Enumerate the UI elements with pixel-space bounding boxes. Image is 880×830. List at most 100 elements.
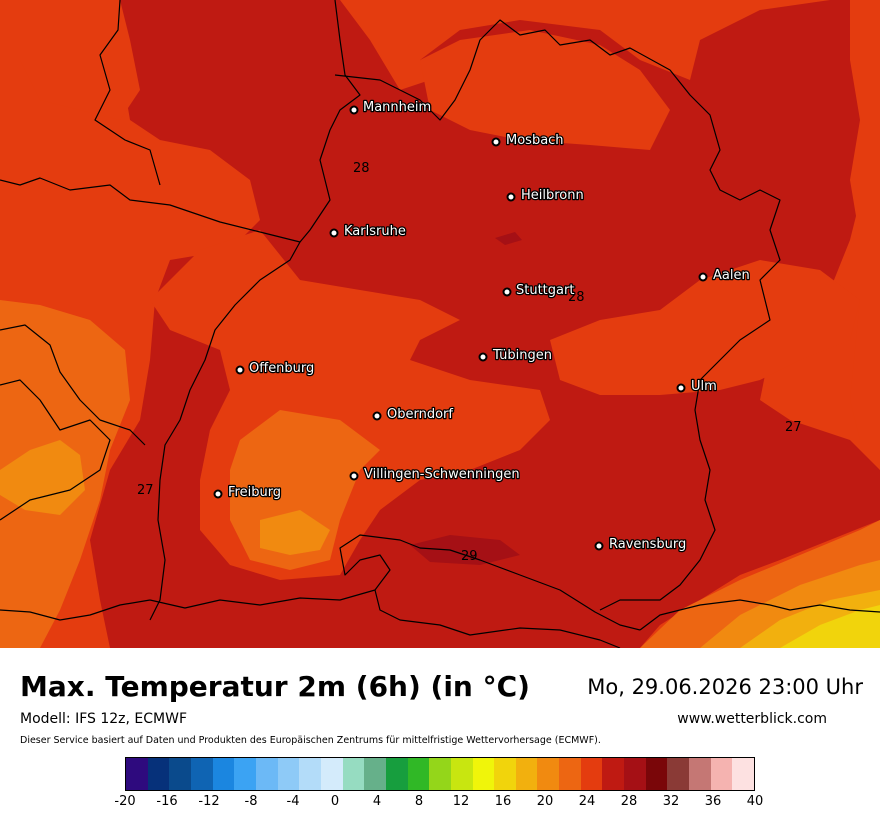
state-border-ne (334, 19, 781, 611)
color-scale-segment (147, 758, 170, 790)
city-label: Mannheim (363, 100, 431, 115)
city-marker (506, 192, 516, 202)
temp-zone-27-east (550, 260, 860, 395)
city-villingen-schwenningen: Villingen-Schwenningen (349, 466, 521, 483)
map-title: Max. Temperatur 2m (6h) (in °C) (20, 670, 530, 703)
isoline-label-27: 27 (137, 483, 154, 498)
city-label: Karlsruhe (344, 224, 406, 239)
city-stuttgart: Stuttgart (502, 282, 576, 299)
state-border-north (94, 0, 161, 186)
state-border-rhein (299, 0, 361, 243)
city-label: Freiburg (228, 485, 281, 500)
color-scale-bar (125, 757, 755, 791)
city-marker (372, 411, 382, 421)
color-scale-segment (212, 758, 235, 790)
color-scale-segment (450, 758, 473, 790)
city-label: Heilbronn (521, 188, 584, 203)
color-scale-segment (494, 758, 516, 790)
temp-zone-29-south (410, 535, 520, 565)
color-scale-tick-label: 0 (330, 794, 340, 809)
city-heilbronn: Heilbronn (506, 187, 585, 204)
color-scale-segment (429, 758, 451, 790)
city-marker (478, 352, 488, 362)
city-marker (676, 383, 686, 393)
city-marker (594, 541, 604, 551)
city-label: Tübingen (492, 348, 552, 363)
color-scale-tick-label: 36 (704, 794, 722, 809)
city-oberndorf: Oberndorf (372, 406, 455, 423)
temp-zone-27-east-edge (850, 0, 880, 470)
temperature-map: 28 28 27 27 29 Mannheim Mosbach Heilbron… (0, 0, 880, 648)
temp-zone-27-north (420, 30, 670, 150)
city-marker (502, 287, 512, 297)
color-scale-segment (602, 758, 625, 790)
city-aalen: Aalen (698, 267, 751, 284)
color-scale-segment (190, 758, 213, 790)
color-scale-segment (559, 758, 581, 790)
color-scale-tick-label: -16 (156, 794, 178, 809)
forecast-datetime: Mo, 29.06.2026 23:00 Uhr (587, 675, 863, 699)
color-scale-segment (732, 758, 755, 790)
city-label: Stuttgart (516, 283, 574, 298)
color-scale-segment (255, 758, 278, 790)
city-label: Villingen-Schwenningen (364, 467, 520, 482)
city-label: Ulm (691, 379, 717, 394)
legend-footer: Max. Temperatur 2m (6h) (in °C) Mo, 29.0… (0, 648, 880, 830)
color-scale-segment (710, 758, 733, 790)
state-border-west (0, 177, 301, 621)
color-scale-segment (472, 758, 495, 790)
color-scale-tick-label: -4 (286, 794, 300, 809)
city-freiburg: Freiburg (213, 484, 282, 501)
temp-zone-29-mid (495, 232, 522, 245)
color-scale-tick-label: 24 (578, 794, 596, 809)
color-scale-segment (667, 758, 690, 790)
color-scale-segment (234, 758, 256, 790)
color-scale-tick-label: 4 (372, 794, 382, 809)
color-scale-segment (299, 758, 321, 790)
border-swiss (0, 324, 146, 446)
color-scale-tick-label: 16 (494, 794, 512, 809)
city-tuebingen: Tübingen (478, 347, 553, 364)
temp-zone-25-west (0, 440, 85, 515)
color-scale-ticks: -20 -16 -12 -8 -4 0 4 8 12 16 20 24 28 32 36 40 (114, 794, 763, 814)
city-offenburg: Offenburg (235, 360, 316, 377)
border-alps (0, 379, 111, 521)
city-marker (491, 137, 501, 147)
color-scale-segment (169, 758, 191, 790)
color-scale-tick-label: 8 (414, 794, 424, 809)
city-label: Offenburg (249, 361, 314, 376)
city-marker (235, 365, 245, 375)
model-label: Modell: IFS 12z, ECMWF (20, 711, 188, 727)
city-marker (349, 105, 359, 115)
color-scale-segment (364, 758, 386, 790)
temp-zone-25-center (260, 510, 330, 555)
temp-zone-22-se (780, 605, 880, 648)
city-karlsruhe: Karlsruhe (329, 223, 407, 240)
color-scale-segment (277, 758, 300, 790)
color-scale-segment (320, 758, 343, 790)
border-south (149, 534, 641, 631)
isoline-label-29: 29 (461, 549, 478, 564)
city-mannheim: Mannheim (349, 99, 432, 116)
website-link[interactable]: www.wetterblick.com (677, 711, 827, 727)
border-austria (639, 599, 880, 631)
color-scale-tick-label: -12 (198, 794, 220, 809)
color-scale-segment (407, 758, 430, 790)
border-bodensee (374, 589, 621, 648)
color-scale-tick-label: -8 (244, 794, 258, 809)
color-scale-segment (580, 758, 603, 790)
color-scale-segment (342, 758, 365, 790)
color-scale-segment (645, 758, 668, 790)
color-scale-segment (126, 758, 148, 790)
city-label: Mosbach (506, 133, 564, 148)
color-scale-segment (689, 758, 711, 790)
city-marker (213, 489, 223, 499)
isoline-label-28: 28 (568, 290, 585, 305)
color-scale-tick-label: -20 (114, 794, 136, 809)
city-marker (329, 228, 339, 238)
city-mosbach: Mosbach (491, 132, 565, 149)
color-scale-tick-label: 40 (746, 794, 764, 809)
color-scale-segment (385, 758, 408, 790)
isoline-label-27: 27 (785, 420, 802, 435)
color-scale-tick-label: 12 (452, 794, 470, 809)
